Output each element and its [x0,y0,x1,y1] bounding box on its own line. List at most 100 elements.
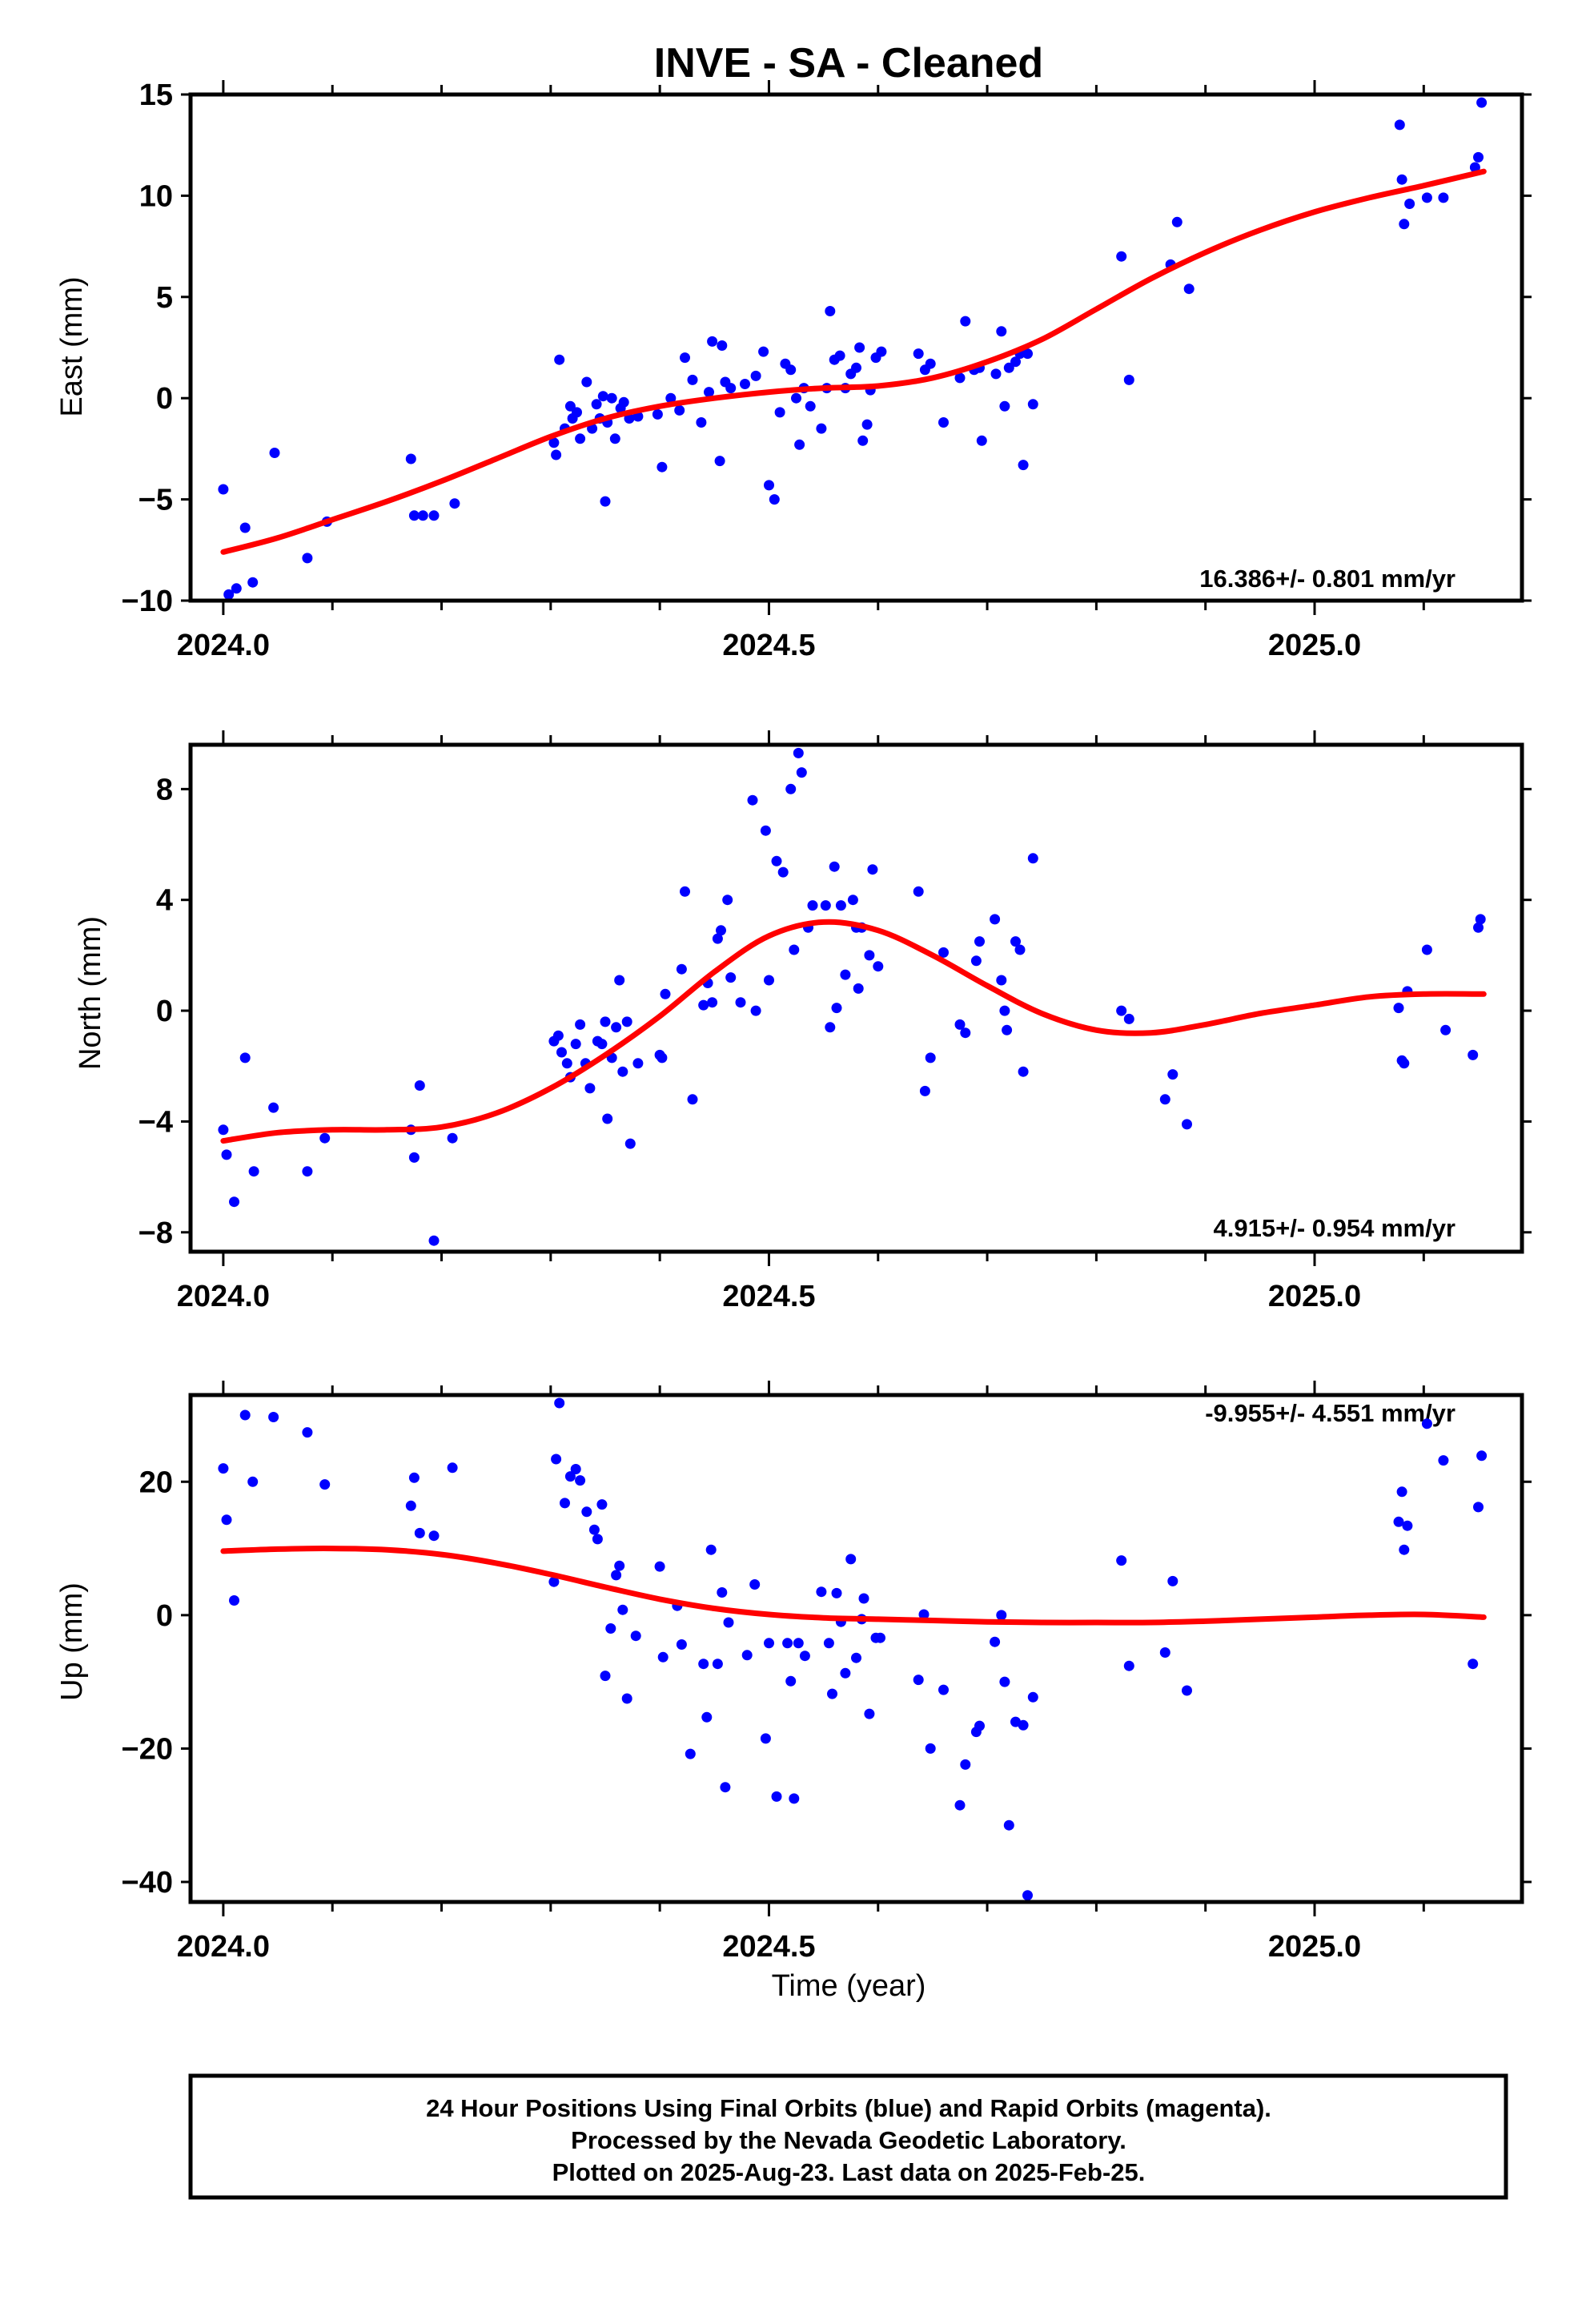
up-data-point [1399,1544,1410,1555]
east-data-point [717,340,728,351]
up-data-point [938,1684,949,1695]
up-ytick-label: 20 [139,1466,173,1499]
east-data-point [1003,362,1014,373]
up-data-point [816,1586,827,1598]
north-data-point [760,825,771,836]
north-data-point [584,1083,596,1094]
north-data-point [796,767,807,778]
north-data-point [999,1005,1010,1016]
north-data-point [864,950,875,961]
north-plot-frame [188,742,1524,1254]
east-data-point [925,358,936,369]
north-data-point [552,1030,564,1041]
east-data-point [1476,97,1488,108]
north-data-point [747,794,758,806]
up-data-point [654,1561,665,1572]
up-plot-frame [188,1393,1524,1904]
caption-line-3: Plotted on 2025-Aug-23. Last data on 202… [552,2158,1146,2186]
north-data-point [447,1132,458,1144]
north-data-point [707,997,718,1008]
up-data-point [685,1748,696,1759]
up-data-point [831,1587,842,1598]
north-data-point [853,983,864,994]
north-data-point [268,1102,279,1113]
up-data-point [1396,1486,1407,1498]
east-data-point [954,372,966,384]
north-panel: North (mm) 4.915+/- 0.954 mm/yr −8 −4 0 4 8 2… [74,730,1532,1313]
caption-frame [188,2073,1508,2200]
up-data-point [447,1462,458,1474]
north-data-point [954,1019,966,1030]
east-data-point [449,498,460,509]
up-data-point [999,1676,1010,1687]
north-data-point [1393,1003,1404,1014]
east-data-point [740,379,750,389]
up-data-point [996,1610,1007,1621]
east-data-point [609,433,620,444]
east-data-point [405,453,416,464]
north-xtick-label: 2024.5 [722,1280,815,1313]
east-rate-label: 16.386+/- 0.801 mm/yr [1199,565,1456,593]
north-data-point [807,900,818,911]
east-data-point [834,350,845,361]
up-data-point [701,1711,713,1723]
north-data-point [428,1235,440,1246]
east-data-point [581,376,592,388]
north-data-point [1014,944,1026,955]
up-data-point [229,1595,239,1606]
up-data-point [1123,1660,1134,1671]
north-data-point [777,866,789,878]
north-data-point [712,933,723,944]
up-data-point [1476,1450,1488,1462]
up-data-point [405,1500,416,1511]
up-data-point [218,1463,229,1474]
up-xtick-label: 2024.5 [722,1930,815,1964]
east-data-point [1438,192,1449,203]
east-data-point [1018,460,1029,471]
north-data-point [698,999,709,1011]
north-data-point [1123,1013,1134,1024]
north-data-point [829,861,840,872]
north-data-point [676,963,687,975]
up-xtick-label: 2024.0 [177,1930,270,1964]
east-ylabel: East (mm) [55,276,89,416]
up-data-point [749,1579,761,1590]
north-data-point [820,900,831,911]
north-data-point [1399,1058,1410,1069]
up-data-point [764,1638,774,1649]
north-data-point [624,1138,636,1149]
up-data-point [611,1570,622,1581]
up-data-point [799,1651,810,1662]
up-data-point [1003,1819,1014,1831]
east-data-point [408,510,420,521]
north-data-point [840,969,851,980]
up-data-point [614,1560,625,1571]
up-data-point [1182,1685,1192,1696]
north-ylabel: North (mm) [74,916,107,1070]
north-data-point [218,1124,229,1136]
up-data-point [960,1759,971,1770]
east-data-point [1116,251,1127,262]
up-data-point [268,1412,279,1422]
north-data-point [735,997,746,1008]
east-ytick-label: 5 [156,281,173,315]
east-data-point [239,522,251,533]
up-data-point [1116,1555,1127,1566]
north-data-point [239,1052,251,1063]
north-data-point [680,886,690,897]
north-data-point [319,1132,331,1144]
up-data-point [717,1587,728,1598]
up-data-point [789,1793,800,1804]
east-xtick-label: 2025.0 [1268,629,1361,662]
up-xlabel: Time (year) [772,1969,926,2003]
up-data-point [581,1506,592,1518]
east-data-point [687,374,698,385]
up-ytick-label: −20 [122,1732,173,1766]
east-data-point [674,404,685,416]
east-data-point [764,480,774,491]
east-data-point [996,326,1007,337]
caption-line-1: 24 Hour Positions Using Final Orbits (bl… [426,2094,1271,2122]
east-ytick-label: 0 [156,382,173,416]
up-data-point [554,1397,565,1409]
east-data-point [1123,374,1134,385]
